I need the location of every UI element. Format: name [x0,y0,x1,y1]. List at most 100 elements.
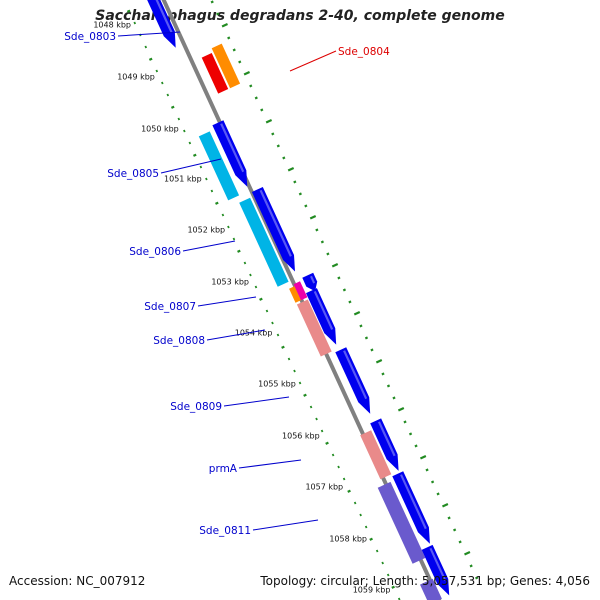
scale-tick-inner [215,201,219,205]
scale-tick-outer [238,60,242,64]
scale-tick-outer [221,22,228,28]
scale-tick-outer [353,310,361,316]
scale-tick-outer [430,480,435,484]
scale-tick-outer [403,420,407,424]
kbp-tick-label: 1050 kbp [141,125,179,134]
rna-feature-0804b [211,43,241,89]
scale-tick-inner [369,537,373,541]
scale-tick-inner [331,453,335,457]
scale-tick-inner [133,21,137,25]
cds-arrow-0805 [212,120,248,187]
gene-label-connector [160,158,222,174]
scale-tick-outer [364,336,369,340]
scale-tick-outer [271,132,275,136]
gene-label-sde_0804: Sde_0804 [338,46,390,58]
cds-arrow-0811-sheen [400,474,427,530]
scale-tick-outer [320,240,324,244]
gene-label-prma: prmA [209,463,238,475]
scale-tick-outer [419,454,427,460]
gene-label-sde_0805: Sde_0805 [107,168,159,180]
scale-tick-outer [249,84,253,88]
gene-label-connector [197,296,257,307]
scale-tick-inner [359,513,362,517]
cds-arrow-prma-sheen [378,421,396,457]
scale-tick-outer [232,48,236,52]
gene-label-connector [223,396,290,407]
gene-label-sde_0808: Sde_0808 [153,335,205,347]
cds-arrow-0809 [335,347,371,414]
feature-0807b [293,281,308,301]
scale-tick-inner [293,369,296,373]
scale-tick-inner [325,441,329,445]
map-title: Saccharophagus degradans 2-40, complete … [95,8,505,24]
scale-tick-outer [293,180,297,184]
feature-0807a [289,285,302,303]
scale-tick-outer [414,444,418,448]
scale-tick-outer [408,432,413,436]
scale-tick-outer [287,166,295,172]
scale-tick-inner [254,285,258,289]
scale-tick-inner [265,309,269,313]
scale-tick-outer [315,228,319,232]
scale-tick-inner [166,93,170,97]
scale-tick-inner [271,321,274,325]
scale-tick-inner [192,153,197,157]
scale-tick-inner [281,345,285,349]
scale-tick-outer [447,516,451,520]
scale-tick-inner [259,297,263,301]
scale-tick-outer [381,372,385,376]
gene-label-connector [289,50,337,72]
scale-tick-outer [475,576,479,580]
scale-tick-outer [304,204,308,208]
scale-tick-outer [425,468,429,472]
scale-tick-inner [386,573,390,577]
cds-arrow-0807-sheen [310,275,316,284]
scale-tick-outer [298,192,302,196]
scale-tick-inner [161,81,164,85]
gene-label-connector [252,519,319,531]
scale-tick-inner [221,213,225,217]
scale-tick-inner [337,465,340,469]
scale-tick-inner [381,561,384,565]
scale-tick-outer [348,300,352,304]
scale-tick-outer [386,384,391,388]
scale-tick-outer [392,396,396,400]
scale-tick-inner [303,393,307,397]
cds-arrow-0806-sheen [259,189,292,257]
kbp-tick-label: 1057 kbp [305,483,343,492]
scale-tick-inner [126,9,131,13]
kbp-tick-label: 1059 kbp [353,586,391,595]
cds-arrow-0808-sheen [313,291,334,330]
cds-arrow-prma [370,418,399,471]
scale-tick-inner [375,549,379,553]
scale-tick-inner [155,69,159,73]
scale-tick-inner [249,273,252,277]
scale-tick-inner [309,405,313,409]
scale-tick-outer [359,324,363,328]
scale-tick-outer [309,214,317,220]
kbp-tick-label: 1048 kbp [93,21,131,30]
scale-tick-inner [148,57,153,61]
gene-label-sde_0803: Sde_0803 [64,31,116,43]
rna-feature-0804a [201,53,229,94]
scale-tick-outer [441,502,449,508]
scale-tick-inner [232,237,236,241]
scale-tick-outer [254,96,258,100]
kbp-tick-label: 1058 kbp [329,535,367,544]
scale-tick-outer [370,348,374,352]
scale-tick-outer [464,550,471,556]
scale-tick-inner [342,477,346,481]
gene-label-connector [117,31,181,37]
scale-tick-outer [260,108,264,112]
kbp-tick-label: 1051 kbp [164,175,202,184]
scale-tick-inner [210,189,214,193]
scale-tick-inner [276,333,280,337]
scale-tick-outer [375,358,383,364]
cds-arrow-0807 [302,272,318,292]
cds-arrow-0806 [251,187,295,272]
scale-tick-inner [298,381,302,385]
cds-arrow-0805-sheen [220,123,245,173]
scale-tick-inner [199,165,203,169]
